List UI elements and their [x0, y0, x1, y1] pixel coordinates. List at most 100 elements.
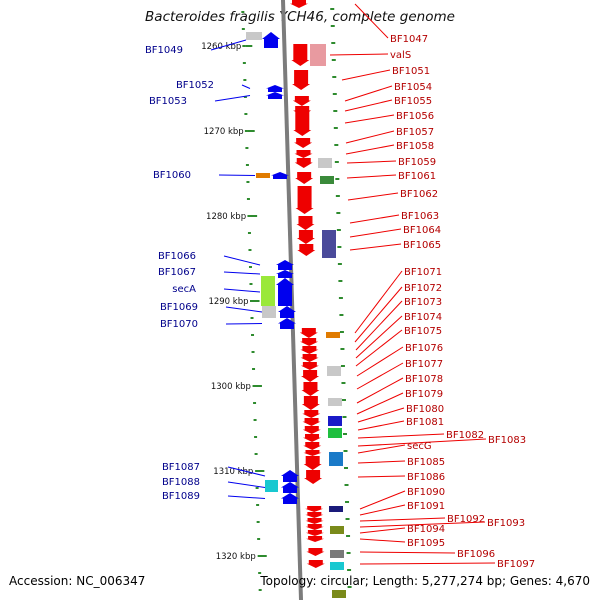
- reverse-gene-valS: valS: [291, 44, 411, 66]
- outer-tick: [344, 484, 349, 486]
- outer-tick: [335, 195, 340, 197]
- gene-label: BF1093: [487, 518, 525, 529]
- forward-gene-BF1060: BF1060: [153, 170, 289, 181]
- gene-leader-line: [223, 288, 261, 293]
- feature-box: [328, 428, 342, 438]
- gene-leader-line: [357, 433, 445, 439]
- scale-tick: [244, 130, 248, 132]
- gene-label: BF1052: [176, 80, 214, 91]
- reverse-gene-BF1090: BF1090: [305, 487, 445, 512]
- outer-tick: [331, 42, 336, 44]
- gene-leader-line: [345, 144, 395, 155]
- gene-leader-line: [227, 466, 266, 477]
- gene-label: BF1054: [394, 82, 432, 93]
- gene-label: BF1086: [407, 472, 445, 483]
- gene-arrow: [302, 418, 321, 426]
- gene-label: BF1096: [457, 549, 495, 560]
- feature-box: [256, 173, 270, 178]
- outer-tick: [346, 552, 351, 554]
- gene-leader-line: [227, 481, 266, 488]
- feature-box: [322, 230, 336, 244]
- gene-arrow: [278, 306, 296, 318]
- scale-tick: [245, 147, 249, 149]
- gene-leader-line: [355, 300, 403, 351]
- gene-label: BF1072: [404, 283, 442, 294]
- scale-major-tick: [252, 300, 260, 302]
- reverse-gene-BF1054: BF1054: [292, 82, 432, 106]
- gene-label: BF1081: [406, 417, 444, 428]
- gene-label: BF1064: [403, 225, 441, 236]
- gene-label: BF1063: [401, 211, 439, 222]
- gene-label: BF1060: [153, 170, 191, 181]
- feature-box: [310, 44, 326, 66]
- scale-tick: [255, 487, 259, 489]
- gene-label: BF1082: [446, 430, 484, 441]
- gene-arrow: [296, 230, 315, 244]
- outer-tick: [344, 467, 349, 469]
- reverse-gene-BF1085: BF1085: [303, 456, 445, 470]
- outer-tick: [334, 144, 339, 146]
- gene-arrow: [297, 244, 316, 256]
- reverse-gene-BF1051: BF1051: [292, 66, 430, 90]
- gene-leader-line: [359, 521, 486, 528]
- reverse-gene-BF1057: BF1057: [294, 127, 434, 148]
- reverse-gene-BF1097: BF1097: [306, 559, 535, 570]
- gene-leader-line: [346, 160, 397, 164]
- feature-box: [330, 550, 344, 558]
- reverse-gene-BF1093: BF1093: [305, 518, 525, 530]
- gene-leader-line: [359, 517, 446, 522]
- gene-label: BF1087: [162, 462, 200, 473]
- gene-arrow: [303, 442, 322, 450]
- outer-tick: [340, 365, 345, 367]
- forward-gene-BF1052: BF1052: [176, 80, 284, 92]
- gene-arrow: [276, 270, 294, 278]
- gene-label: BF1078: [405, 374, 443, 385]
- reverse-gene-BF1074: BF1074: [300, 312, 442, 362]
- scale-tick: [257, 538, 261, 540]
- scale-tick: [254, 436, 258, 438]
- gene-leader-line: [349, 214, 400, 224]
- gene-label: BF1090: [407, 487, 445, 498]
- reverse-gene-BF1072: BF1072: [300, 283, 442, 346]
- gene-leader-line: [210, 39, 247, 51]
- gene-arrow: [278, 318, 296, 329]
- outer-tick: [343, 450, 348, 452]
- scale-tick: [250, 300, 253, 302]
- gene-label: BF1066: [158, 251, 196, 262]
- scale-tick: [258, 572, 262, 574]
- gene-label: BF1067: [158, 267, 196, 278]
- gene-label: BF1092: [447, 514, 485, 525]
- gene-leader-line: [346, 174, 397, 179]
- gene-label: BF1094: [407, 524, 445, 535]
- gene-arrow: [302, 426, 321, 434]
- gene-label: BF1061: [398, 171, 436, 182]
- feature-box: [246, 32, 262, 40]
- gene-arrow: [295, 186, 314, 214]
- map-title: Bacteroides fragilis YCH46, complete gen…: [145, 9, 455, 25]
- scale-tick: [251, 334, 255, 336]
- scale-label: 1290 kbp: [208, 297, 248, 307]
- gene-label: BF1056: [396, 111, 434, 122]
- gene-label: BF1059: [398, 157, 436, 168]
- reverse-gene-BF1075: BF1075: [300, 326, 442, 370]
- forward-gene-BF1066: BF1066: [158, 251, 294, 270]
- outer-tick: [335, 178, 340, 180]
- reverse-gene-BF1080: BF1080: [302, 404, 444, 426]
- scale-tick: [243, 79, 247, 81]
- scale-tick: [248, 249, 252, 251]
- gene-arrow: [262, 32, 280, 48]
- gene-label: BF1049: [145, 45, 183, 56]
- outer-tick: [340, 348, 345, 350]
- scale-tick: [256, 521, 260, 523]
- outer-tick: [333, 127, 338, 129]
- gene-arrow: [294, 158, 313, 168]
- gene-leader-line: [356, 362, 404, 390]
- accession-label: Accession: NC_006347: [9, 574, 146, 588]
- gene-arrow: [292, 70, 311, 90]
- scale-tick: [247, 215, 251, 217]
- gene-label: BF1065: [403, 240, 441, 251]
- outer-tick: [336, 212, 341, 214]
- scale-major-tick: [257, 470, 265, 472]
- gene-arrow: [303, 456, 322, 470]
